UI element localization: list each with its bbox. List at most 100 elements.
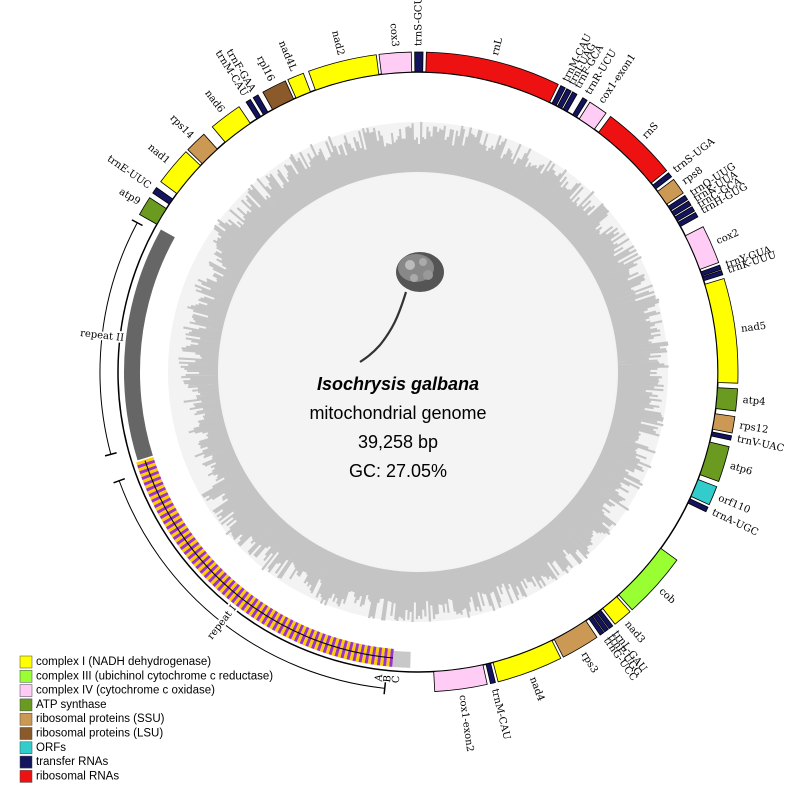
legend-swatch <box>19 684 33 697</box>
gene <box>700 264 722 277</box>
legend-swatch <box>19 698 33 712</box>
legend-swatch <box>19 712 33 726</box>
repeat-part-label: B <box>382 675 394 683</box>
gene <box>652 172 673 190</box>
gene-label: rnS <box>641 121 662 142</box>
gene <box>690 478 718 506</box>
gene <box>160 151 201 195</box>
legend-label: ribosomal proteins (LSU) <box>36 728 163 740</box>
gene <box>588 615 605 636</box>
gene <box>596 609 614 630</box>
repeat-line <box>144 460 394 659</box>
repeat-tick <box>104 452 117 457</box>
gene <box>571 97 588 118</box>
legend-label: ribosomal RNAs <box>36 770 119 782</box>
gene <box>657 178 684 205</box>
legend-label: ATP synthase <box>36 699 107 711</box>
gene <box>138 197 167 225</box>
gene-label: atp4 <box>742 395 766 408</box>
repeat-span <box>99 222 138 455</box>
repeat-label: repeat I <box>206 603 239 641</box>
legend: complex I (NADH dehydrogenase) complex II… <box>19 655 273 783</box>
gene <box>684 226 720 270</box>
legend-label: ORFs <box>36 742 66 754</box>
gene-label: cob <box>657 586 678 606</box>
gene <box>597 115 668 184</box>
gene <box>556 88 572 110</box>
gene <box>152 186 174 205</box>
gene <box>425 51 559 103</box>
legend-swatch <box>19 755 33 769</box>
repeat-part-label: C <box>391 675 403 684</box>
gc-content-label: GC: 27.05% <box>349 461 447 481</box>
gene <box>701 269 724 282</box>
gene-label: nad1 <box>145 142 171 167</box>
gene-label: trnS-GCU <box>413 0 424 46</box>
genome-size: 39,258 bp <box>358 432 438 452</box>
repeat-tick <box>383 682 387 695</box>
gene-label: atp6 <box>729 461 754 478</box>
gene-label: rpl16 <box>254 54 276 83</box>
gene <box>671 200 692 217</box>
gene-label: trnV-UAC <box>736 434 785 455</box>
legend-swatch <box>19 741 33 755</box>
legend-swatch <box>19 770 33 783</box>
subtitle: mitochondrial genome <box>309 403 486 423</box>
legend-label: complex IV (cytochrome c oxidase) <box>36 685 215 697</box>
gene-label: nad2 <box>329 30 346 57</box>
gene-label: trnA-UGC <box>710 507 760 539</box>
gene <box>715 387 738 412</box>
gene-label: rps12 <box>739 420 769 436</box>
gene <box>602 596 631 625</box>
gene <box>187 133 218 165</box>
gene <box>245 98 262 120</box>
gene-label: nad4 <box>527 675 546 702</box>
gene <box>551 85 566 107</box>
gene <box>687 498 709 513</box>
gene-label: atp9 <box>117 186 142 207</box>
gene <box>262 80 295 111</box>
legend-swatch <box>19 655 33 669</box>
gene <box>414 51 424 73</box>
legend-label: complex III (ubichinol cytochrome c redu… <box>36 670 273 682</box>
gene-label: trnM-CAU <box>489 688 512 741</box>
repeat-tick <box>113 478 126 484</box>
gene-label: rnL <box>490 36 505 56</box>
gene <box>618 547 678 611</box>
gene-label: cox2 <box>715 228 741 248</box>
repeat-block <box>123 229 175 461</box>
gene <box>710 431 733 441</box>
gene-label: rps14 <box>167 113 195 142</box>
gene-label: nad5 <box>740 321 766 335</box>
legend-label: complex I (NADH dehydrogenase) <box>36 656 211 668</box>
gene-label: nad6 <box>202 88 226 115</box>
gene <box>562 91 578 113</box>
gene-label: cox3 <box>388 23 401 47</box>
gc-content <box>168 121 669 623</box>
repeat-tick <box>131 219 143 227</box>
gene <box>712 413 736 434</box>
gene <box>252 94 269 116</box>
legend-swatch <box>19 727 33 740</box>
gene <box>211 106 251 143</box>
gene <box>699 441 730 482</box>
gene <box>308 54 380 91</box>
cell-image <box>359 252 444 363</box>
gene <box>553 620 598 658</box>
repeat-part-label: A <box>373 673 385 683</box>
gene <box>674 206 696 222</box>
gene <box>492 639 562 683</box>
gene <box>433 664 488 692</box>
gene <box>677 211 699 228</box>
repeat-span <box>118 480 385 689</box>
gene <box>667 194 689 211</box>
gene <box>287 72 312 99</box>
gene-label: nad4L <box>276 39 298 73</box>
legend-label: transfer RNAs <box>36 756 108 768</box>
gene-label: cox1-exon2 <box>457 694 476 752</box>
repeat-label: repeat II <box>80 328 125 344</box>
gene-label: trnE-UUC <box>105 154 153 192</box>
gene <box>485 662 496 685</box>
